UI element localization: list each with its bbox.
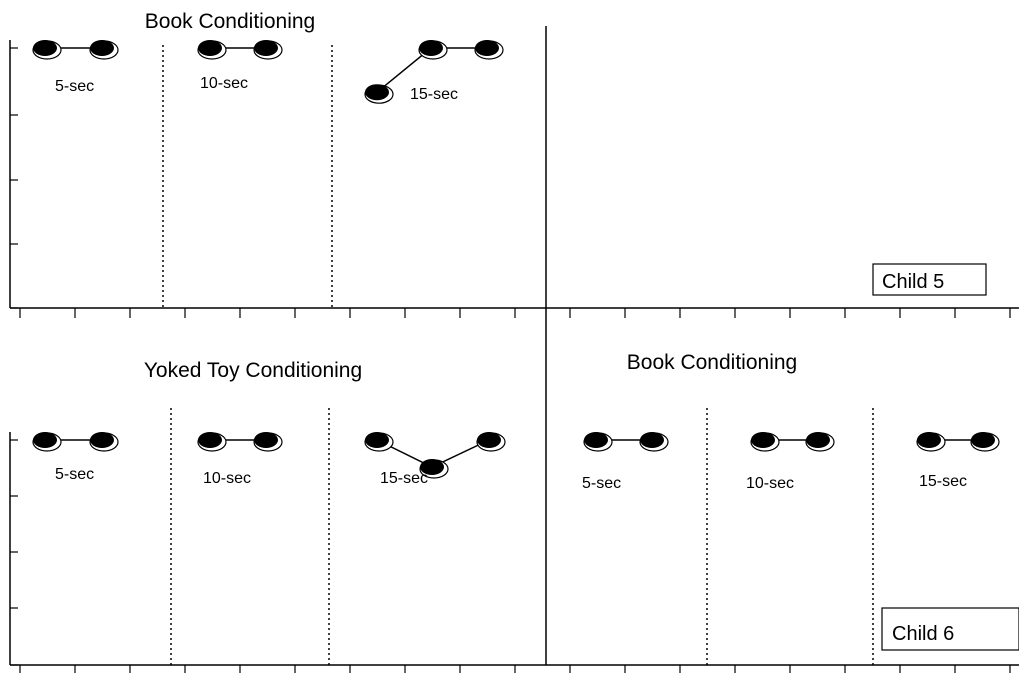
child-badge: [881, 607, 1019, 651]
data-point: [971, 432, 995, 448]
child-badge-label: Child 6: [892, 623, 954, 645]
phase-label: 15-sec: [410, 86, 458, 103]
data-point: [806, 432, 830, 448]
data-point: [254, 432, 278, 448]
phase-label: 5-sec: [55, 78, 94, 95]
data-point: [254, 40, 278, 56]
data-point: [198, 40, 222, 56]
phase-label: 5-sec: [582, 475, 621, 492]
child-badge: [872, 263, 987, 296]
data-point: [33, 40, 57, 56]
data-point: [33, 432, 57, 448]
data-point: [90, 40, 114, 56]
phase-label: 10-sec: [200, 75, 248, 92]
phase-label: 10-sec: [746, 475, 794, 492]
child-badge-label: Child 5: [882, 271, 944, 293]
data-point: [477, 432, 501, 448]
panel-title: Book Conditioning: [627, 351, 797, 374]
data-point: [419, 40, 443, 56]
phase-label: 15-sec: [919, 473, 967, 490]
panel-title: Book Conditioning: [145, 10, 315, 33]
phase-label: 10-sec: [203, 470, 251, 487]
phase-label: 15-sec: [380, 470, 428, 487]
data-point: [475, 40, 499, 56]
data-point: [751, 432, 775, 448]
data-point: [584, 432, 608, 448]
panel-title: Yoked Toy Conditioning: [144, 359, 362, 382]
phase-label: 5-sec: [55, 466, 94, 483]
data-point: [420, 459, 444, 475]
data-point: [365, 432, 389, 448]
data-point: [90, 432, 114, 448]
data-point: [640, 432, 664, 448]
data-point: [917, 432, 941, 448]
data-point: [198, 432, 222, 448]
data-point: [365, 84, 389, 101]
